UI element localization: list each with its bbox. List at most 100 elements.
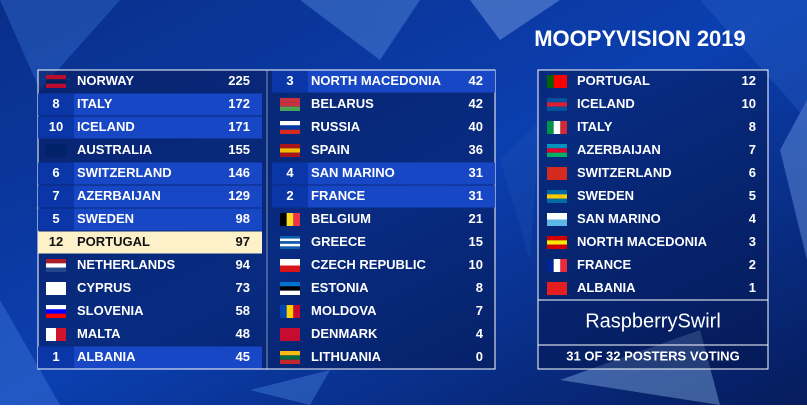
country-name: AZERBAIJAN	[77, 188, 161, 203]
voted-points: 2	[749, 257, 756, 272]
flag-stripe	[280, 305, 287, 318]
country-name: PORTUGAL	[77, 234, 150, 249]
flag-stripe	[560, 75, 567, 88]
flag-stripe	[293, 213, 300, 226]
country-name: AUSTRALIA	[77, 142, 153, 157]
voted-country: PORTUGAL	[577, 73, 650, 88]
voted-points: 12	[742, 73, 756, 88]
country-score: 0	[476, 349, 483, 364]
country-score: 40	[469, 119, 483, 134]
country-score: 36	[469, 142, 483, 157]
flag-stripe	[280, 236, 300, 239]
country-name: ITALY	[77, 96, 113, 111]
flag-stripe	[280, 144, 300, 149]
country-score: 21	[469, 211, 483, 226]
points-given: 10	[49, 119, 63, 134]
flag-stripe	[280, 98, 300, 103]
country-score: 98	[236, 211, 250, 226]
flag-stripe	[547, 144, 567, 149]
flag-stripe	[547, 259, 554, 272]
country-score: 73	[236, 280, 250, 295]
country-name: SWITZERLAND	[77, 165, 172, 180]
country-name: SPAIN	[311, 142, 350, 157]
flag-stripe	[547, 167, 567, 180]
country-name: BELARUS	[311, 96, 374, 111]
flag-stripe	[280, 328, 300, 341]
country-name: BELGIUM	[311, 211, 371, 226]
voted-points: 8	[749, 119, 756, 134]
country-name: MALTA	[77, 326, 121, 341]
voted-country: SAN MARINO	[577, 211, 661, 226]
points-box	[38, 162, 74, 185]
voted-points: 6	[749, 165, 756, 180]
points-given: 7	[52, 188, 59, 203]
country-name: ICELAND	[77, 119, 135, 134]
points-given: 3	[286, 73, 293, 88]
flag-stripe	[46, 259, 66, 264]
country-score: 48	[236, 326, 250, 341]
country-name: LITHUANIA	[311, 349, 382, 364]
country-score: 97	[236, 234, 250, 249]
country-name: DENMARK	[311, 326, 378, 341]
flag-stripe	[280, 106, 300, 111]
country-name: NORWAY	[77, 73, 134, 88]
country-score: 94	[236, 257, 251, 272]
country-name: SAN MARINO	[311, 165, 395, 180]
flag-stripe	[280, 259, 300, 266]
points-box	[272, 185, 308, 208]
voted-country: ITALY	[577, 119, 613, 134]
flag-stripe	[46, 305, 66, 310]
voter-panel	[537, 69, 769, 370]
points-box	[38, 93, 74, 116]
row-highlight	[272, 162, 495, 185]
flag-stripe	[547, 213, 567, 220]
voted-country: FRANCE	[577, 257, 631, 272]
country-score: 10	[469, 257, 483, 272]
points-box	[38, 208, 74, 231]
flag-stripe	[547, 190, 567, 195]
flag-stripe	[280, 290, 300, 295]
flag-stripe	[547, 148, 567, 153]
row-highlight	[38, 185, 262, 208]
country-name: SWEDEN	[77, 211, 134, 226]
voted-country: NORTH MACEDONIA	[577, 234, 708, 249]
row-highlight	[38, 93, 262, 116]
flag-stripe	[293, 305, 300, 318]
flag-stripe	[286, 213, 294, 226]
country-score: 31	[469, 188, 483, 203]
flag-stripe	[46, 309, 66, 314]
flag-stripe	[547, 98, 567, 103]
flag-stripe	[547, 75, 554, 88]
flag-stripe	[280, 129, 300, 134]
country-score: 8	[476, 280, 483, 295]
country-name: ALBANIA	[77, 349, 136, 364]
flag-stripe	[280, 355, 300, 360]
voted-country: AZERBAIJAN	[577, 142, 661, 157]
title: MOOPYVISION 2019	[534, 26, 746, 51]
flag-stripe	[56, 328, 66, 341]
points-given: 5	[52, 211, 59, 226]
country-score: 172	[228, 96, 250, 111]
voted-country: SWEDEN	[577, 188, 634, 203]
country-score: 225	[228, 73, 250, 88]
flag-stripe	[547, 121, 554, 134]
voted-points: 4	[749, 211, 757, 226]
flag-stripe	[553, 75, 561, 88]
country-score: 4	[476, 326, 484, 341]
points-given: 6	[52, 165, 59, 180]
country-score: 45	[236, 349, 250, 364]
country-name: CYPRUS	[77, 280, 132, 295]
country-name: NETHERLANDS	[77, 257, 176, 272]
points-box	[272, 162, 308, 185]
flag-stripe	[547, 282, 567, 295]
country-score: 42	[469, 73, 483, 88]
flag-stripe	[280, 121, 300, 126]
flag-stripe	[46, 79, 66, 84]
voted-country: ICELAND	[577, 96, 635, 111]
country-score: 42	[469, 96, 483, 111]
points-box	[272, 70, 308, 93]
row-highlight	[38, 231, 262, 254]
flag-stripe	[547, 152, 567, 157]
